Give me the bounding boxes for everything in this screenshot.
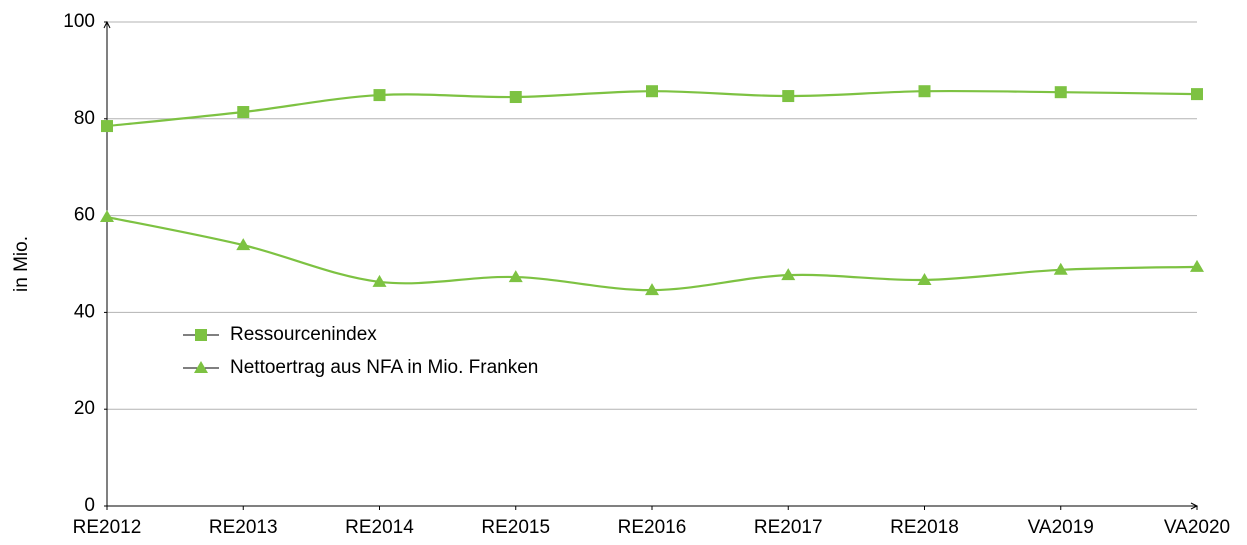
x-tick-label: RE2016: [618, 517, 687, 538]
data-point: [509, 91, 522, 104]
x-tick-label: RE2017: [754, 517, 823, 538]
data-point: [100, 210, 114, 223]
x-tick-label: VA2020: [1164, 517, 1230, 538]
x-tick-label: RE2012: [73, 517, 142, 538]
x-tick-label: RE2013: [209, 517, 278, 538]
legend-marker: [195, 329, 207, 341]
y-tick-label: 100: [63, 11, 95, 32]
data-point: [236, 238, 251, 251]
data-point: [917, 272, 932, 285]
legend-marker: [194, 361, 208, 373]
legend-label: Nettoertrag aus NFA in Mio. Franken: [230, 357, 538, 378]
data-point: [1190, 259, 1204, 272]
y-tick-label: 60: [74, 205, 95, 226]
x-tick-label: RE2014: [345, 517, 414, 538]
data-point: [237, 106, 250, 119]
y-tick-label: 20: [74, 398, 95, 419]
data-point: [781, 268, 796, 281]
y-tick-label: 80: [74, 108, 95, 129]
data-point: [645, 283, 659, 296]
data-point: [373, 89, 386, 102]
data-point: [508, 270, 523, 283]
series-line: [106, 215, 1198, 292]
y-tick-label: 40: [74, 301, 95, 322]
y-axis-arrow: [103, 20, 111, 29]
x-tick-label: VA2019: [1028, 517, 1094, 538]
data-point: [1053, 262, 1068, 275]
data-point: [646, 85, 658, 98]
data-point: [1054, 86, 1067, 99]
y-tick-label: 0: [84, 495, 95, 516]
x-tick-label: RE2018: [890, 517, 959, 538]
y-axis-label: in Mio.: [11, 236, 32, 292]
legend-label: Ressourcenindex: [230, 324, 377, 345]
x-tick-label: RE2015: [481, 517, 550, 538]
data-point: [782, 90, 795, 103]
data-point: [101, 120, 113, 133]
data-point: [918, 85, 931, 98]
data-point: [372, 274, 387, 287]
data-point: [1191, 88, 1203, 101]
